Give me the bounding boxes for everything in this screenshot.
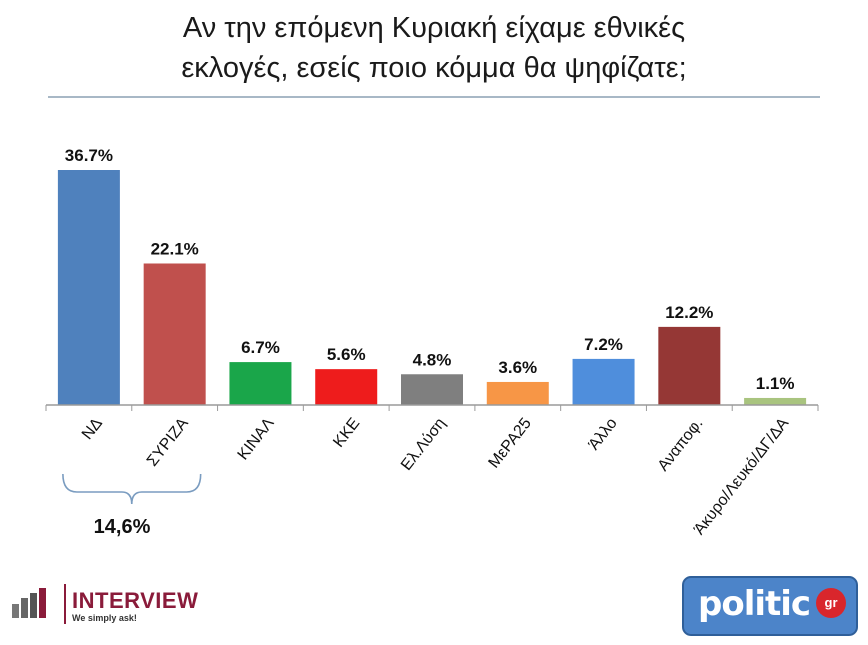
politic-logo-name: politic <box>698 584 811 624</box>
bar-2 <box>143 263 206 405</box>
value-label-4: 5.6% <box>327 345 366 364</box>
value-label-2: 22.1% <box>151 239 199 258</box>
bars-group <box>57 170 807 405</box>
bar-6 <box>486 381 549 405</box>
category-label-8: Αναποφ. <box>655 415 707 474</box>
value-label-8: 12.2% <box>665 303 713 322</box>
bar-8 <box>658 326 721 405</box>
bar-9 <box>744 397 807 405</box>
x-axis-ticks <box>45 405 819 411</box>
politic-logo: politic gr <box>682 576 858 636</box>
category-label-7: Άλλο <box>586 415 621 453</box>
chart-title: Αν την επόμενη Κυριακή είχαμε εθνικές εκ… <box>0 8 868 88</box>
chart-title-line-2: εκλογές, εσείς ποιο κόμμα θα ψηφίζατε; <box>181 52 687 84</box>
value-label-6: 3.6% <box>498 358 537 377</box>
title-divider <box>48 96 820 98</box>
category-label-3: ΚΙΝΑΛ <box>235 415 278 464</box>
value-labels-group: 36.7% 22.1% 6.7% 5.6% 4.8% 3.6% 7.2% 12.2% 1.1% <box>65 146 795 393</box>
value-label-7: 7.2% <box>584 335 623 354</box>
interview-logo-bars-icon <box>12 588 58 618</box>
category-label-9: Άκυρο/Λευκό/ΔΓ/ΔΑ <box>691 415 793 538</box>
bar-7 <box>572 358 635 405</box>
bar-1 <box>57 170 120 405</box>
bar-5 <box>401 374 463 405</box>
bar-4 <box>315 369 378 405</box>
category-label-1: ΝΔ <box>79 415 106 443</box>
annotation-label: 14,6% <box>93 516 151 538</box>
value-label-1: 36.7% <box>65 146 113 165</box>
value-label-5: 4.8% <box>413 350 452 369</box>
bar-3 <box>229 362 292 405</box>
chart-title-line-1: Αν την επόμενη Κυριακή είχαμε εθνικές <box>182 12 686 44</box>
interview-logo: INTERVIEW We simply ask! <box>8 582 208 632</box>
interview-logo-separator <box>64 584 66 624</box>
category-label-4: ΚΚΕ <box>330 415 363 451</box>
value-label-3: 6.7% <box>241 338 280 357</box>
politic-logo-suffix: gr <box>816 588 846 618</box>
annotation-brace <box>62 473 202 505</box>
category-label-5: Ελ.Λύση <box>398 415 449 474</box>
interview-logo-name: INTERVIEW <box>72 588 199 613</box>
interview-logo-tagline: We simply ask! <box>72 613 137 623</box>
category-label-2: ΣΥΡΙΖΑ <box>144 415 192 470</box>
category-label-6: ΜεΡΑ25 <box>486 415 535 472</box>
category-labels-group: ΝΔ ΣΥΡΙΖΑ ΚΙΝΑΛ ΚΚΕ Ελ.Λύση ΜεΡΑ25 Άλλο Αναποφ.… <box>79 415 793 538</box>
value-label-9: 1.1% <box>756 374 795 393</box>
